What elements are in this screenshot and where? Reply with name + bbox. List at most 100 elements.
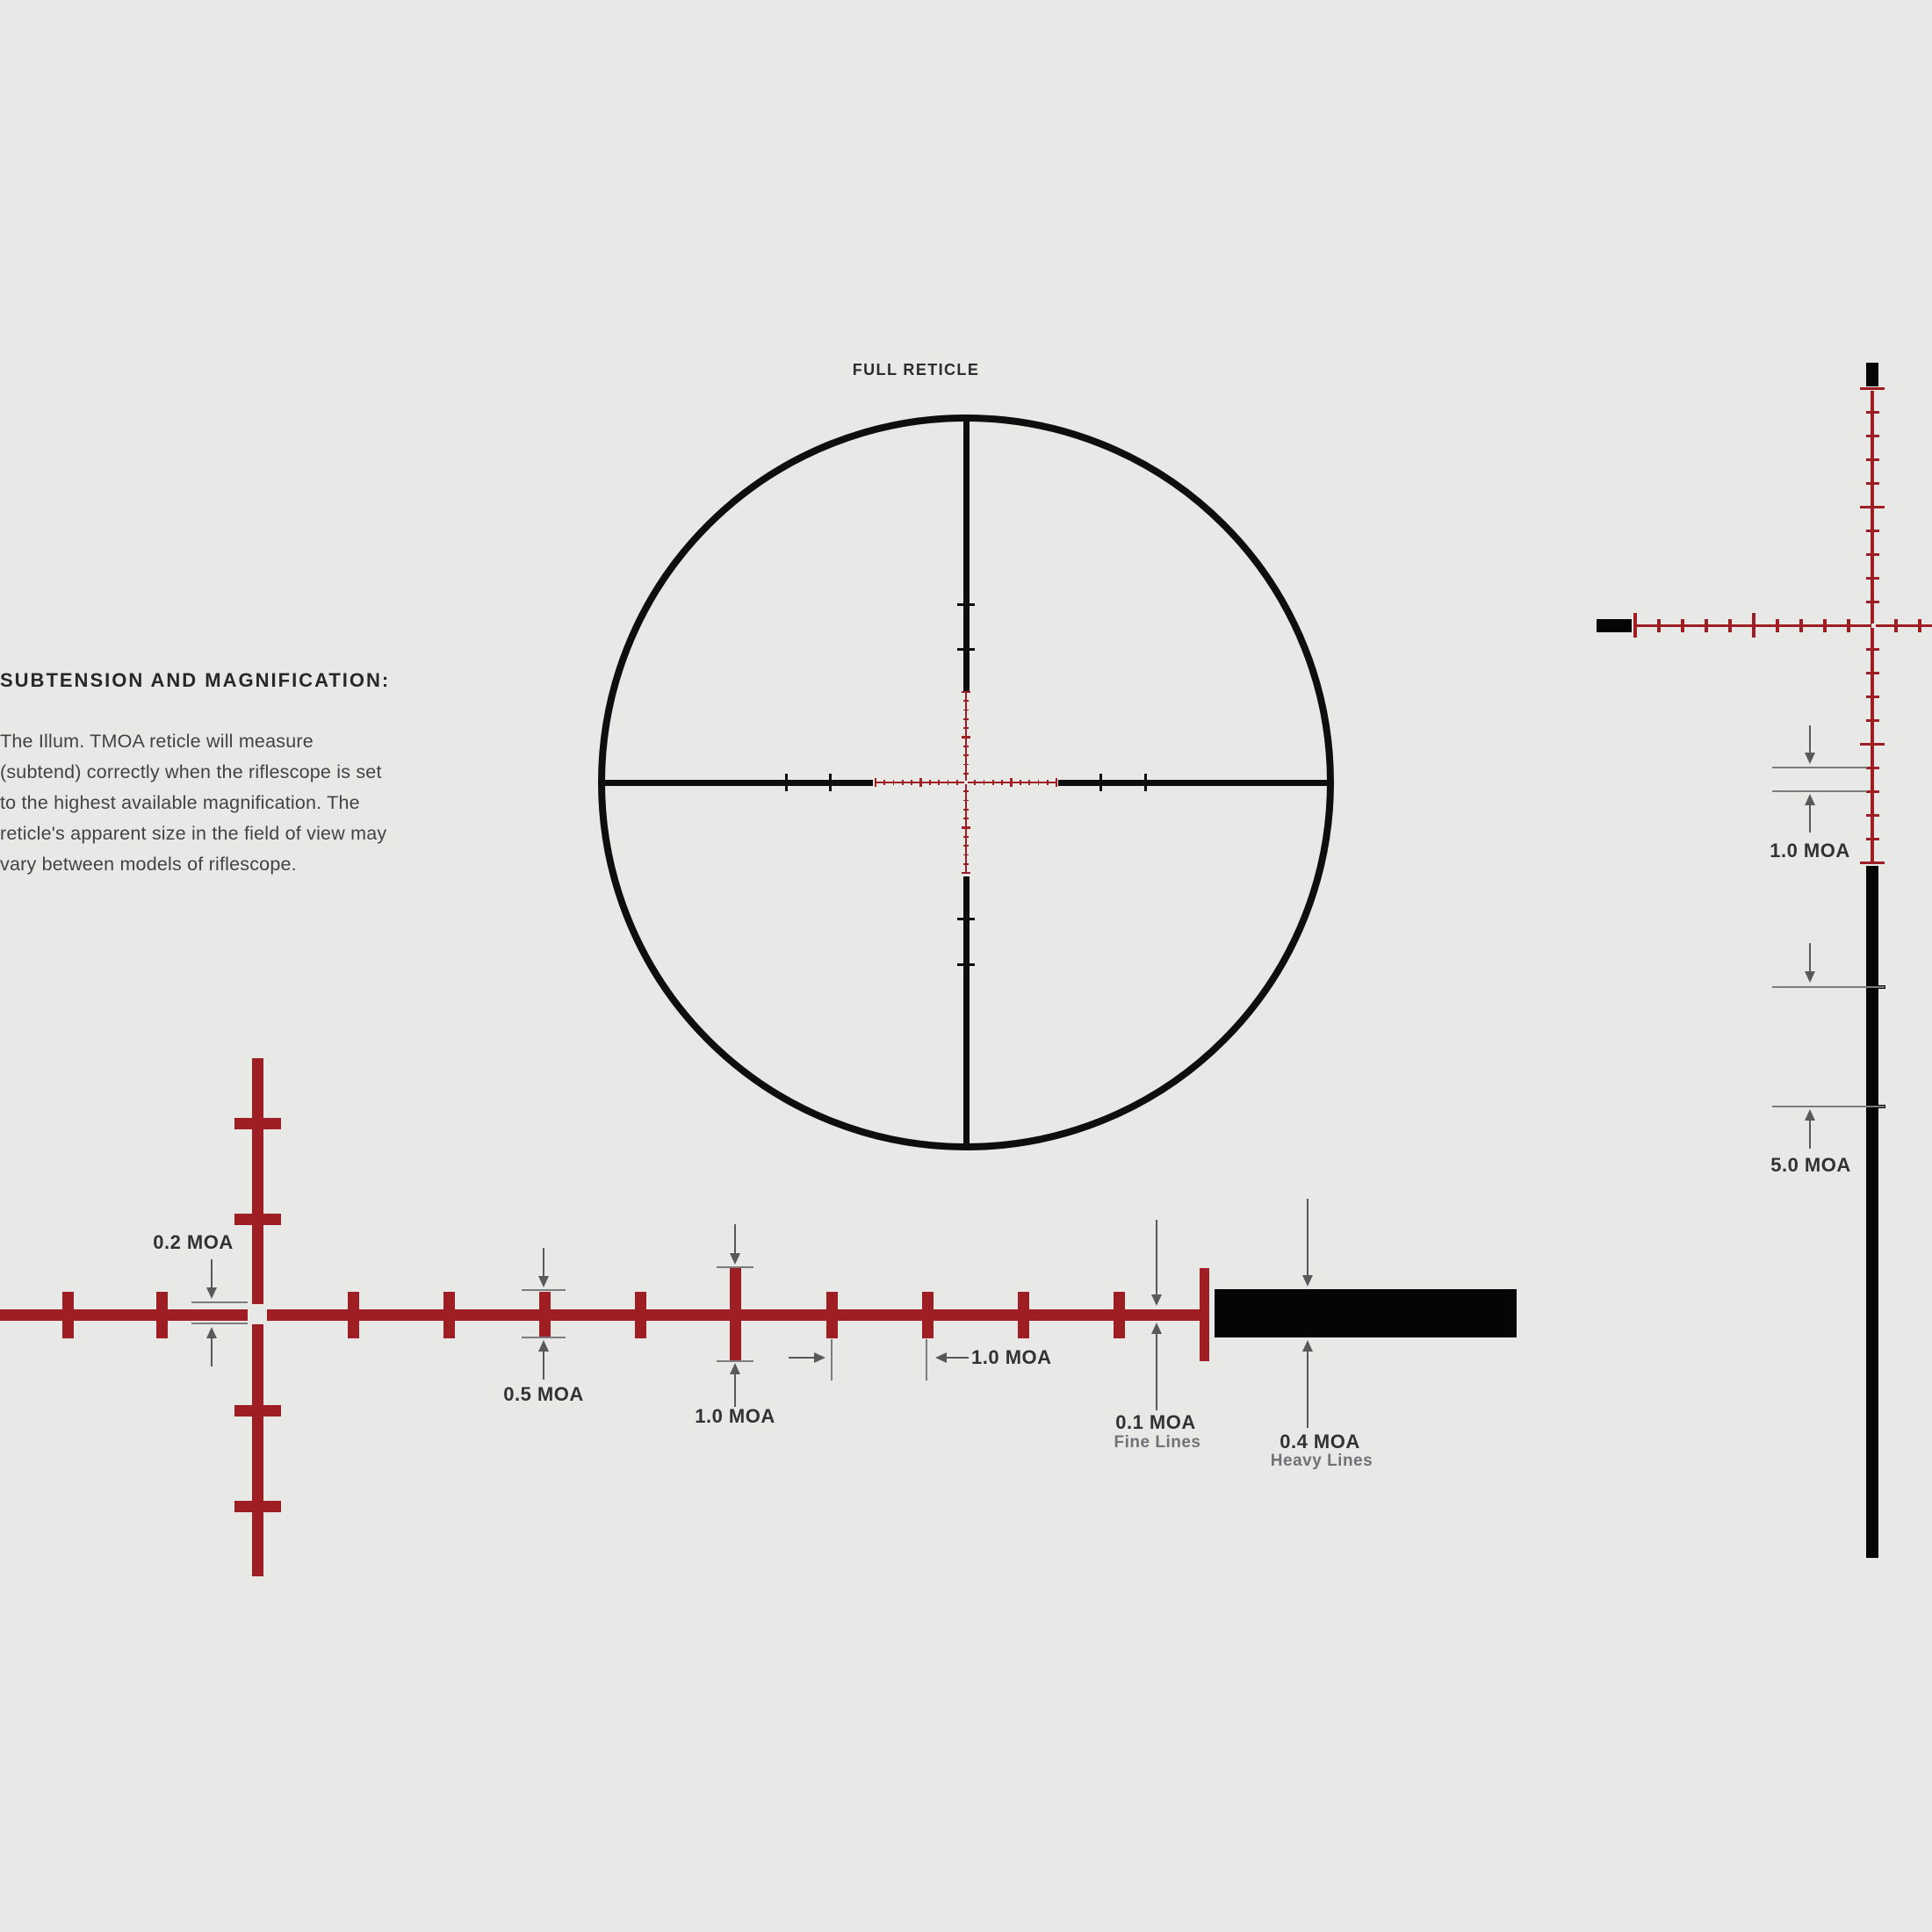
arrow-head xyxy=(1804,1109,1815,1121)
fine-tick xyxy=(938,780,940,785)
post-tick xyxy=(957,962,975,966)
detail-crossbar-tick xyxy=(234,1404,281,1417)
fine-tick xyxy=(911,780,913,785)
body-line: vary between models of riflescope. xyxy=(0,854,297,875)
arrow-shaft xyxy=(211,1259,213,1288)
scale-crossbar-tick xyxy=(1865,671,1879,675)
scale-crossbar-tick xyxy=(1865,837,1879,841)
body-line: reticle's apparent size in the field of … xyxy=(0,823,387,844)
detail-tick-half xyxy=(921,1291,934,1338)
post-tick xyxy=(828,774,832,791)
measurement-rule xyxy=(717,1360,753,1362)
detail-tick-half xyxy=(825,1291,838,1338)
arrow-head xyxy=(1804,794,1815,805)
arrow-head xyxy=(205,1327,217,1338)
fine-tick xyxy=(992,780,994,785)
fine-tick xyxy=(947,780,949,785)
post-tick xyxy=(1143,774,1147,791)
arrow-head xyxy=(1301,1275,1313,1287)
arrow-shaft xyxy=(1809,725,1811,753)
arrow-head xyxy=(1150,1294,1162,1306)
arrow-head xyxy=(537,1276,549,1287)
scale-crossbar-tick xyxy=(1865,647,1879,652)
label-fine-caption: Fine Lines xyxy=(1114,1433,1201,1452)
fine-tick xyxy=(974,780,977,785)
label-heavy-caption: Heavy Lines xyxy=(1270,1452,1373,1470)
arrow-shaft xyxy=(1809,943,1811,972)
post-tick xyxy=(1099,774,1102,791)
crosshair-post-right xyxy=(1058,779,1330,786)
measurement-rule xyxy=(522,1289,566,1291)
measurement-rule xyxy=(1772,986,1885,988)
scale-tick xyxy=(1918,618,1921,632)
arrow-shaft xyxy=(1156,1220,1157,1295)
detail-crossbar-tick xyxy=(234,1500,281,1512)
detail-tick-half xyxy=(538,1291,551,1338)
measurement-rule xyxy=(191,1301,248,1303)
fine-tick xyxy=(961,871,971,875)
scale-crossbar-tick xyxy=(1865,766,1879,770)
body-line: The Illum. TMOA reticle will measure xyxy=(0,731,314,752)
fine-tick xyxy=(1028,780,1030,785)
measurement-extender xyxy=(926,1339,927,1381)
label-half-tick: 0.5 MOA xyxy=(503,1383,584,1405)
detail-crossbar-tick xyxy=(234,1117,281,1129)
body-line: (subtend) correctly when the riflescope … xyxy=(0,761,382,782)
fine-tick xyxy=(928,780,931,785)
full-reticle-title: FULL RETICLE xyxy=(852,361,980,378)
detail-tick-full xyxy=(729,1268,741,1361)
fine-tick xyxy=(1010,777,1013,788)
arrow-head xyxy=(537,1340,549,1352)
scale-crossbar-tick xyxy=(1865,813,1879,818)
fine-tick xyxy=(961,826,971,829)
arrow-head xyxy=(729,1363,740,1374)
scale-tick xyxy=(1847,618,1850,632)
scale-crossbar-tick xyxy=(1865,600,1879,604)
detail-crossbar-tick xyxy=(234,1213,281,1225)
measurement-extender xyxy=(830,1339,833,1381)
scale-crossbar-tick xyxy=(1865,410,1879,415)
scale-crossbar-tick xyxy=(1860,742,1885,746)
measurement-rule xyxy=(191,1323,248,1324)
fine-tick xyxy=(963,818,969,820)
scale-tick xyxy=(1657,618,1661,632)
scale-tick xyxy=(1728,618,1732,632)
detail-tick-half xyxy=(155,1291,168,1338)
arrow-shaft xyxy=(1156,1333,1157,1410)
fine-tick xyxy=(963,709,969,711)
crosshair-post-left xyxy=(602,779,873,786)
fine-tick xyxy=(1019,780,1021,785)
detail-tick-half xyxy=(443,1291,455,1338)
arrow-head xyxy=(1804,753,1815,764)
label-tick-spacing: 1.0 MOA xyxy=(971,1346,1052,1368)
arrow-head xyxy=(1804,971,1815,983)
fine-tick xyxy=(892,780,895,785)
fine-tick xyxy=(874,777,877,788)
fine-tick xyxy=(963,718,969,720)
post-tick xyxy=(957,917,975,920)
measurement-rule xyxy=(522,1337,566,1338)
arrow-head xyxy=(205,1287,217,1299)
arrow-head xyxy=(729,1253,740,1265)
label-heavy-value: 0.4 MOA xyxy=(1280,1431,1360,1453)
measurement-rule xyxy=(1772,767,1867,769)
fine-tick xyxy=(963,745,969,747)
arrow-shaft xyxy=(543,1351,544,1380)
scale-heavy-bottom-bar xyxy=(1866,866,1878,1558)
arrow-shaft xyxy=(543,1248,544,1277)
fine-tick xyxy=(1037,780,1040,785)
fine-tick xyxy=(963,862,969,865)
fine-tick xyxy=(963,799,969,802)
label-right-heavy: 5.0 MOA xyxy=(1770,1154,1851,1176)
label-right-spacing: 1.0 MOA xyxy=(1770,840,1850,861)
fine-tick xyxy=(963,772,969,775)
fine-tick xyxy=(1001,780,1004,785)
section-heading: SUBTENSION AND MAGNIFICATION: xyxy=(0,669,391,691)
label-full-tick: 1.0 MOA xyxy=(695,1405,775,1427)
scale-heavy-top-square xyxy=(1866,363,1878,386)
arrow-shaft xyxy=(734,1224,736,1254)
scale-end-tick xyxy=(1860,861,1885,864)
detail-h-line-left xyxy=(0,1308,248,1321)
detail-v-line-top xyxy=(251,1058,263,1304)
